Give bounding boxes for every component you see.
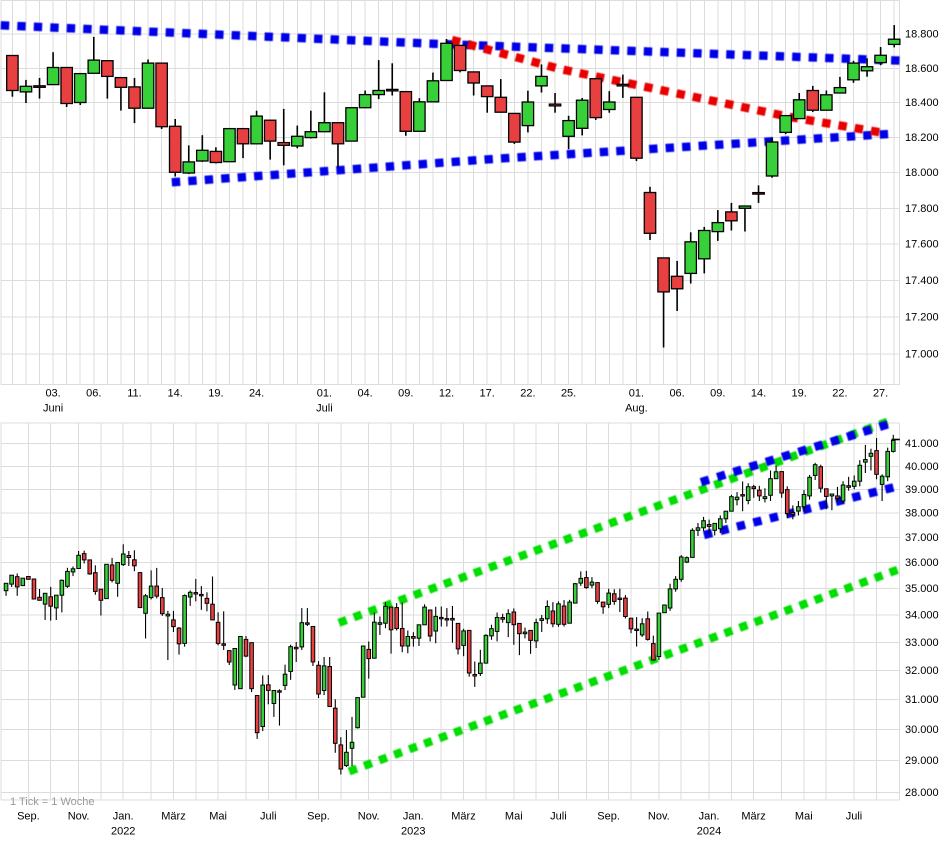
svg-text:2023: 2023 <box>401 826 425 838</box>
svg-text:19.: 19. <box>208 388 223 400</box>
svg-text:Sep.: Sep. <box>597 811 620 823</box>
svg-text:Sep.: Sep. <box>17 811 40 823</box>
svg-text:29.000: 29.000 <box>905 755 939 767</box>
svg-text:Nov.: Nov. <box>68 811 90 823</box>
svg-text:36.000: 36.000 <box>905 557 939 569</box>
svg-text:33.000: 33.000 <box>905 637 939 649</box>
svg-text:04.: 04. <box>357 388 372 400</box>
svg-text:35.000: 35.000 <box>905 583 939 595</box>
svg-text:37.000: 37.000 <box>905 532 939 544</box>
svg-text:24.: 24. <box>249 388 264 400</box>
svg-text:22.: 22. <box>832 388 847 400</box>
svg-text:01.: 01. <box>317 388 332 400</box>
svg-text:22.: 22. <box>520 388 535 400</box>
svg-text:14.: 14. <box>168 388 183 400</box>
svg-text:18.800: 18.800 <box>905 29 939 41</box>
svg-text:34.000: 34.000 <box>905 610 939 622</box>
svg-text:März: März <box>161 811 185 823</box>
svg-text:2022: 2022 <box>111 826 135 838</box>
svg-text:Juli: Juli <box>550 811 567 823</box>
svg-text:30.000: 30.000 <box>905 724 939 736</box>
svg-text:09.: 09. <box>398 388 413 400</box>
svg-text:Juli: Juli <box>316 403 333 415</box>
svg-text:18.200: 18.200 <box>905 132 939 144</box>
svg-text:2024: 2024 <box>697 826 721 838</box>
svg-text:40.000: 40.000 <box>905 461 939 473</box>
svg-text:Jan.: Jan. <box>403 811 424 823</box>
svg-text:12.: 12. <box>439 388 454 400</box>
svg-text:14.: 14. <box>751 388 766 400</box>
svg-text:18.400: 18.400 <box>905 97 939 109</box>
svg-text:18.000: 18.000 <box>905 167 939 179</box>
svg-text:Juni: Juni <box>43 403 63 415</box>
svg-text:Mai: Mai <box>505 811 523 823</box>
svg-text:17.200: 17.200 <box>905 312 939 324</box>
svg-text:09.: 09. <box>710 388 725 400</box>
svg-text:18.600: 18.600 <box>905 63 939 75</box>
svg-text:1 Tick = 1 Woche: 1 Tick = 1 Woche <box>10 796 94 808</box>
svg-text:01.: 01. <box>629 388 644 400</box>
svg-text:Mai: Mai <box>795 811 813 823</box>
svg-text:11.: 11. <box>127 388 141 400</box>
svg-text:17.: 17. <box>480 388 495 400</box>
svg-text:17.400: 17.400 <box>905 275 939 287</box>
svg-text:28.000: 28.000 <box>905 787 939 799</box>
svg-text:06.: 06. <box>669 388 684 400</box>
svg-text:41.000: 41.000 <box>905 438 939 450</box>
svg-text:Nov.: Nov. <box>358 811 380 823</box>
svg-text:Mai: Mai <box>209 811 227 823</box>
svg-text:06.: 06. <box>86 388 101 400</box>
svg-text:Jan.: Jan. <box>699 811 720 823</box>
svg-text:Nov.: Nov. <box>648 811 670 823</box>
svg-text:17.800: 17.800 <box>905 203 939 215</box>
svg-text:17.000: 17.000 <box>905 349 939 361</box>
svg-text:31.000: 31.000 <box>905 694 939 706</box>
svg-text:27.: 27. <box>873 388 888 400</box>
svg-text:Juli: Juli <box>846 811 863 823</box>
svg-text:Sep.: Sep. <box>307 811 330 823</box>
svg-text:Aug.: Aug. <box>625 403 648 415</box>
svg-text:17.600: 17.600 <box>905 239 939 251</box>
svg-text:Jan.: Jan. <box>113 811 134 823</box>
svg-text:39.000: 39.000 <box>905 484 939 496</box>
svg-text:25.: 25. <box>561 388 576 400</box>
svg-text:32.000: 32.000 <box>905 665 939 677</box>
svg-text:03.: 03. <box>45 388 60 400</box>
svg-text:März: März <box>741 811 765 823</box>
svg-text:19.: 19. <box>792 388 807 400</box>
svg-text:Juli: Juli <box>260 811 277 823</box>
svg-text:38.000: 38.000 <box>905 508 939 520</box>
svg-text:März: März <box>451 811 475 823</box>
